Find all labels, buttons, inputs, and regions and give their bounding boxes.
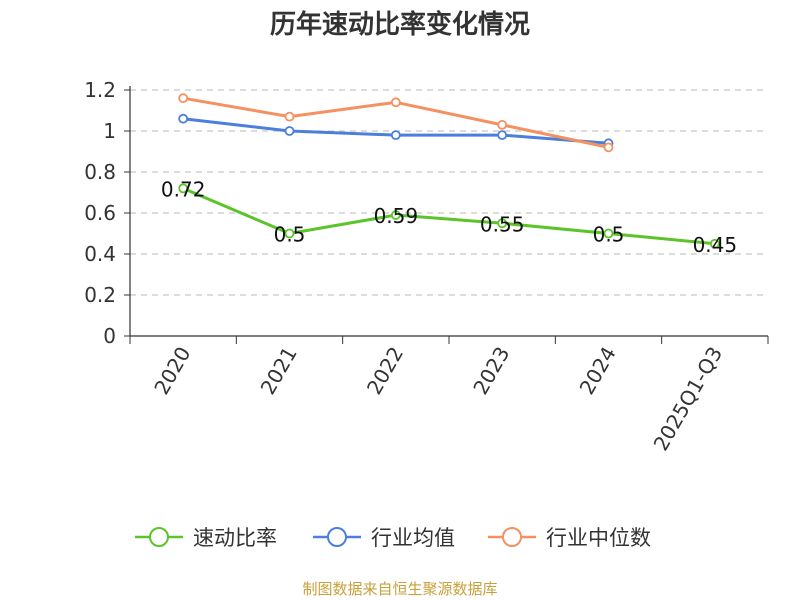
data-point [178, 183, 189, 194]
data-point [390, 130, 401, 141]
x-tick-label: 2024 [575, 343, 621, 399]
data-point [497, 218, 508, 229]
legend-marker [149, 527, 169, 547]
legend: 速动比率 行业均值 行业中位数 [135, 526, 651, 550]
y-tick-label: 0 [103, 324, 116, 348]
data-point [603, 142, 614, 153]
data-label: 0.55 [480, 212, 525, 236]
data-point [603, 228, 614, 239]
data-point [284, 228, 295, 239]
y-tick-label: 0.2 [84, 283, 116, 307]
data-point [709, 238, 720, 249]
series-lines [178, 93, 720, 249]
legend-marker [327, 527, 347, 547]
y-tick-label: 0.6 [84, 201, 116, 225]
data-point [497, 130, 508, 141]
data-point [497, 119, 508, 130]
x-tick-label: 2025Q1-Q3 [648, 343, 727, 455]
y-tick-label: 1 [103, 119, 116, 143]
y-tick-label: 0.4 [84, 242, 116, 266]
legend-label: 行业中位数 [546, 526, 651, 550]
y-tick-label: 0.8 [84, 160, 116, 184]
grid-lines [130, 89, 768, 296]
y-tick-label: 1.2 [84, 78, 116, 102]
data-label: 0.59 [374, 204, 419, 228]
data-point [178, 113, 189, 124]
legend-item: 行业均值 [313, 526, 455, 550]
data-point [390, 97, 401, 108]
legend-label: 行业均值 [371, 526, 455, 550]
source-note: 制图数据来自恒生聚源数据库 [302, 580, 498, 598]
legend-label: 速动比率 [193, 526, 277, 550]
legend-item: 速动比率 [135, 526, 277, 550]
data-labels: 0.72 0.5 0.59 0.55 0.5 0.45 [161, 177, 737, 256]
data-label: 0.5 [274, 223, 306, 247]
legend-marker [502, 527, 522, 547]
x-tick-label: 2022 [362, 343, 408, 399]
x-tick-label: 2023 [468, 342, 514, 398]
x-tick-label: 2020 [149, 343, 195, 399]
data-point [178, 93, 189, 104]
x-tick-label: 2021 [256, 343, 302, 399]
data-point [284, 126, 295, 136]
series-line [182, 187, 715, 246]
data-point [390, 210, 401, 220]
data-label: 0.45 [693, 233, 738, 257]
data-point [284, 111, 295, 122]
data-label: 0.5 [593, 223, 625, 247]
legend-item: 行业中位数 [488, 526, 651, 550]
data-label: 0.72 [161, 177, 206, 201]
chart-title: 历年速动比率变化情况 [269, 10, 530, 40]
